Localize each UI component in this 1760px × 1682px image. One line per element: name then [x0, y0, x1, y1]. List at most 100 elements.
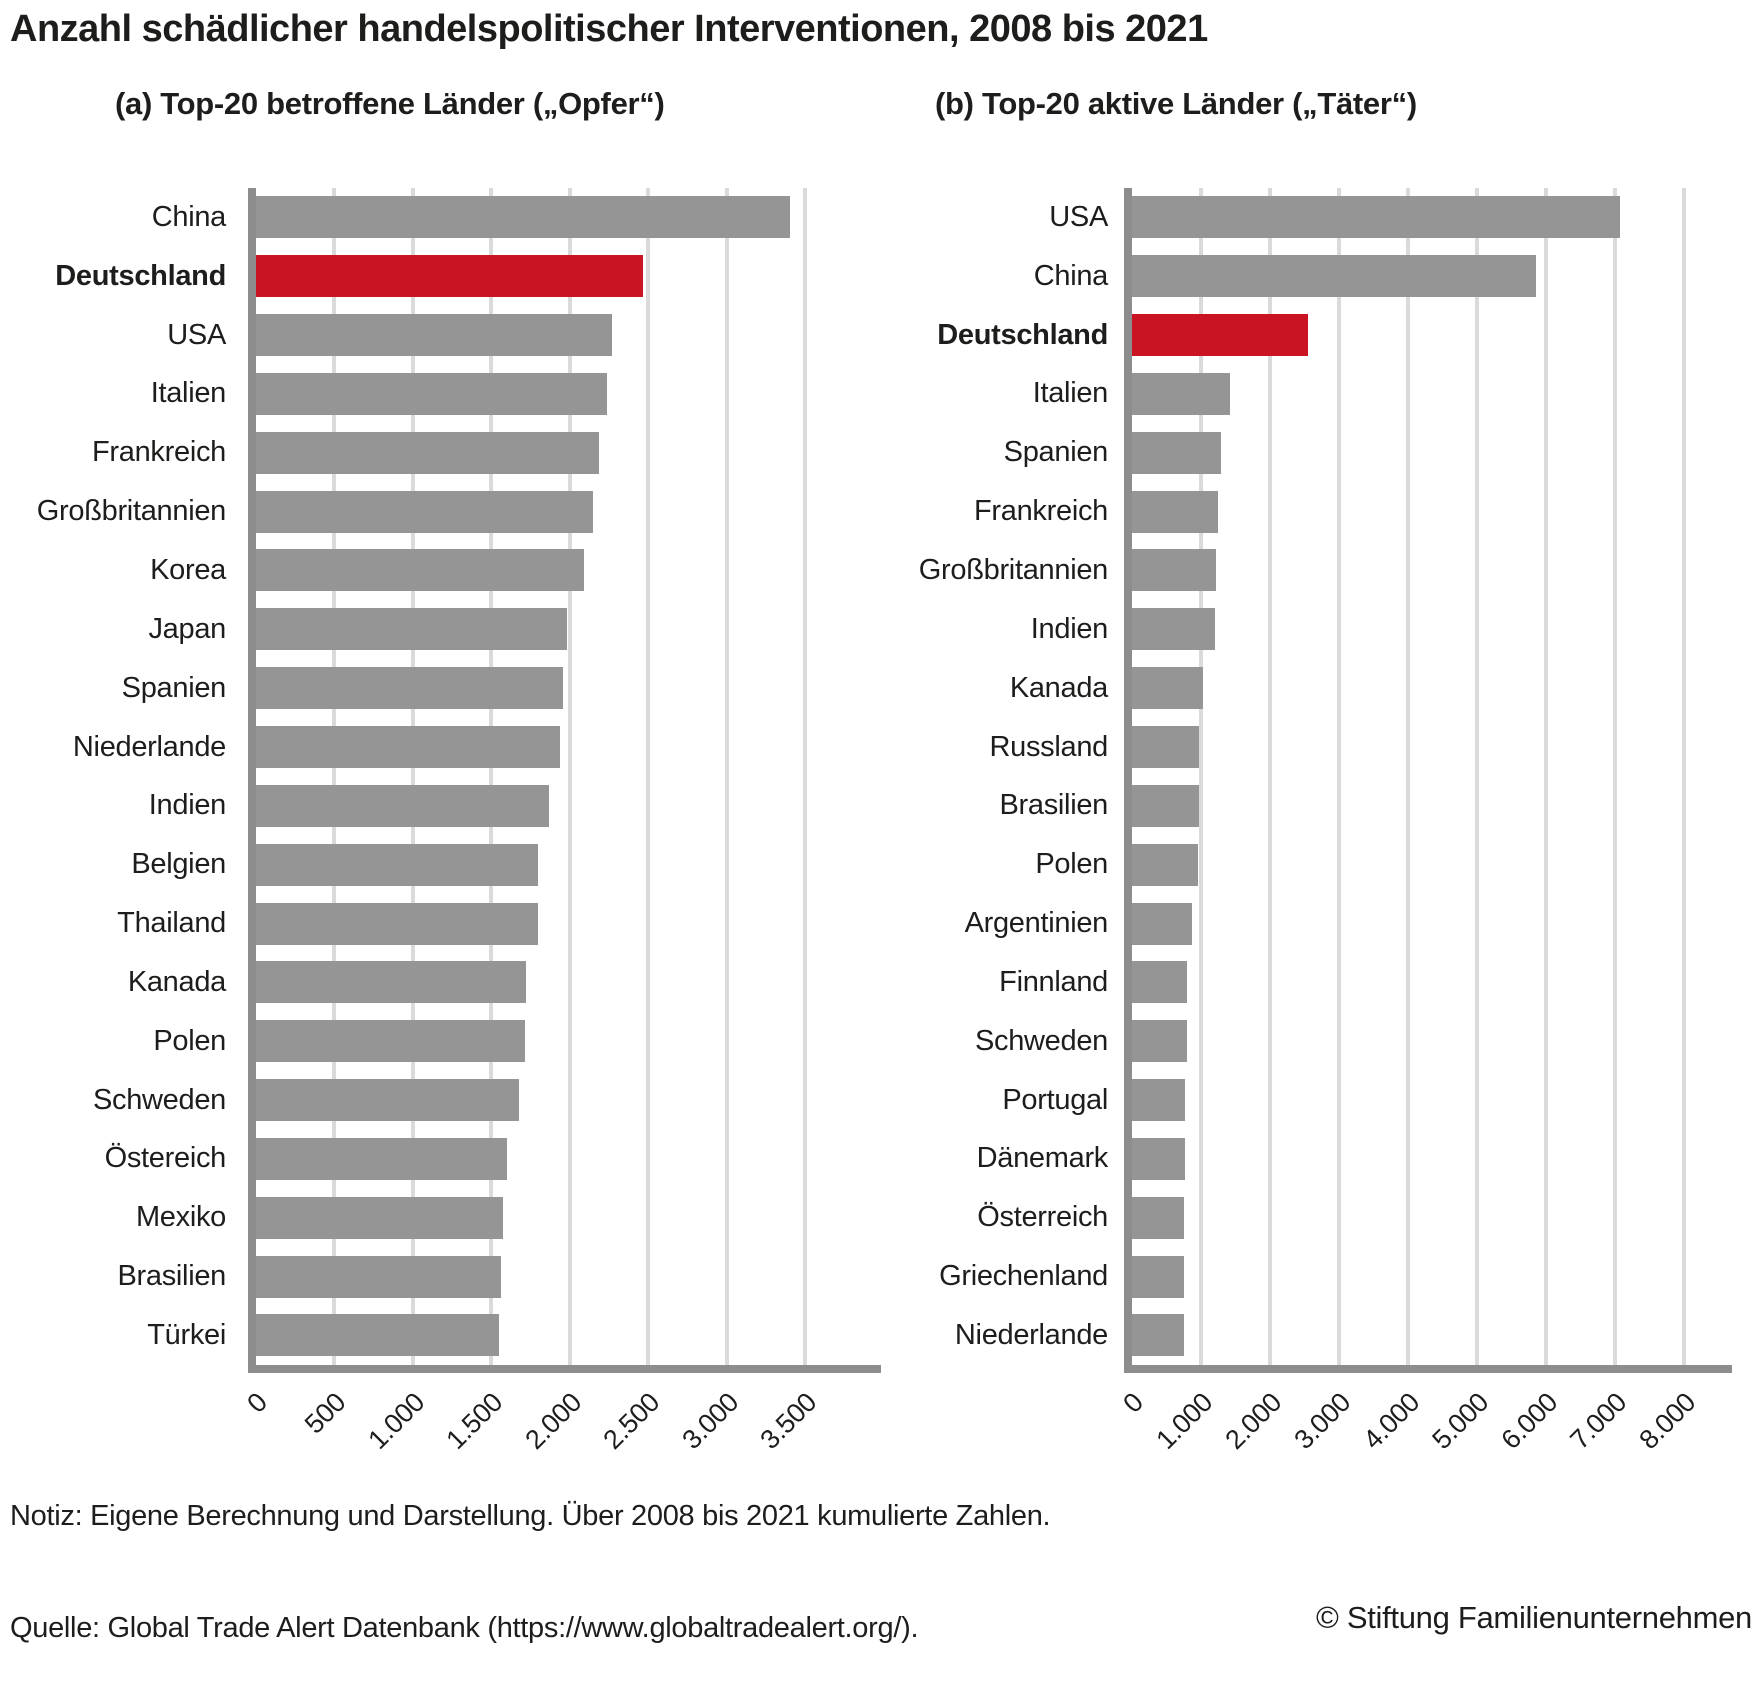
country-label: Großbritannien	[36, 495, 227, 528]
highlighted-bar	[1132, 314, 1308, 357]
gridline	[646, 188, 651, 1365]
bar-row	[1132, 1188, 1732, 1247]
x-axis-line	[1124, 1365, 1732, 1373]
bar	[1132, 490, 1218, 533]
bar	[1132, 1079, 1185, 1122]
country-label: China	[151, 200, 227, 233]
bar	[1132, 667, 1203, 710]
panel-b-title: (b) Top-20 aktive Länder („Täter“)	[935, 86, 1417, 121]
bar	[1132, 1255, 1185, 1298]
bar-row	[1132, 1130, 1732, 1189]
country-label: Niederlande	[954, 1318, 1108, 1351]
bar	[1132, 1314, 1184, 1357]
chart-panel-b: USA China Deutschland Italien Spanien Frankre…	[830, 188, 1732, 1455]
bar	[256, 608, 567, 651]
x-tick-label: 6.000	[1495, 1387, 1564, 1455]
bar	[1132, 196, 1620, 239]
country-label: Frankreich	[92, 436, 226, 469]
note-text: Notiz: Eigene Berechnung und Darstellung…	[10, 1500, 1051, 1532]
bar-row	[256, 1306, 881, 1365]
bar-rows	[1132, 188, 1732, 1365]
gridline	[1406, 188, 1410, 1365]
country-label: Kanada	[127, 965, 226, 998]
bar	[1132, 431, 1221, 474]
bar-row	[256, 835, 881, 894]
country-label: Türkei	[147, 1318, 226, 1351]
bar	[1132, 608, 1215, 651]
bar	[256, 431, 599, 474]
bar	[256, 1314, 500, 1357]
bar-row	[1132, 776, 1732, 835]
x-tick-labels: 0 1.000 2.000 3.000 4.000 5.000 6.000 7.000 8.00…	[1118, 1387, 1732, 1527]
country-label: Russland	[989, 730, 1109, 763]
country-label: Deutschland	[55, 259, 226, 292]
bar	[256, 1137, 507, 1180]
bar	[1132, 1137, 1185, 1180]
category-axis-labels: USA China Deutschland Italien Spanien Frankre…	[830, 188, 1109, 1365]
country-label: USA	[1049, 200, 1108, 233]
bar-row	[256, 1071, 881, 1130]
bar	[256, 843, 539, 886]
bar	[1132, 255, 1536, 298]
y-axis-line	[248, 188, 256, 1373]
bar-row	[1132, 835, 1732, 894]
bar	[256, 1255, 501, 1298]
country-label: Spanien	[1003, 436, 1109, 469]
bar-row	[1132, 247, 1732, 306]
country-label: Argentinien	[964, 907, 1109, 940]
bar-row	[1132, 718, 1732, 777]
country-label: Indien	[148, 789, 227, 822]
bar	[1132, 961, 1188, 1004]
bar-row	[1132, 1071, 1732, 1130]
country-label: Japan	[148, 612, 226, 645]
x-tick-label: 4.000	[1357, 1387, 1426, 1455]
plot-area: 0 500 1.000 1.500 2.000 2.500 3.000 3.500	[242, 188, 881, 1455]
bar	[1132, 549, 1216, 592]
country-label: Mexiko	[135, 1201, 226, 1234]
bar	[1132, 784, 1199, 827]
gridline	[410, 188, 415, 1365]
bar	[256, 314, 613, 357]
gridlines	[256, 188, 881, 1365]
country-label: Italien	[1032, 377, 1109, 410]
bar-row	[256, 894, 881, 953]
gridline	[1544, 188, 1548, 1365]
bar-row	[1132, 541, 1732, 600]
country-label: Finnland	[999, 965, 1108, 998]
bar-row	[256, 659, 881, 718]
country-label: Niederlande	[72, 730, 226, 763]
bar	[256, 549, 584, 592]
bar	[256, 1020, 525, 1063]
bar-row	[1132, 423, 1732, 482]
bar-row	[1132, 600, 1732, 659]
country-label: Schweden	[92, 1083, 226, 1116]
x-tick-label: 1.000	[1150, 1387, 1219, 1455]
x-tick-label: 1.000	[362, 1387, 431, 1455]
category-axis-labels: China Deutschland USA Italien Frankreich Groß…	[8, 188, 227, 1365]
x-tick-label: 2.000	[1219, 1387, 1288, 1455]
bar-row	[256, 1188, 881, 1247]
bar	[256, 1196, 504, 1239]
bar-row	[1132, 1306, 1732, 1365]
plot-area: 0 1.000 2.000 3.000 4.000 5.000 6.000 7.000 8.00…	[1118, 188, 1732, 1455]
x-tick-label: 8.000	[1633, 1387, 1702, 1455]
country-label: Brasilien	[117, 1260, 226, 1293]
x-tick-label: 2.000	[518, 1387, 587, 1455]
bar-row	[256, 953, 881, 1012]
bar-row	[1132, 1012, 1732, 1071]
bar	[256, 1079, 519, 1122]
bar-row	[256, 541, 881, 600]
bar-row	[256, 365, 881, 424]
country-label: Östereich	[104, 1142, 227, 1175]
bar-row	[256, 718, 881, 777]
bar	[256, 196, 791, 239]
gridline	[489, 188, 494, 1365]
gridline	[803, 188, 807, 1365]
bar-row	[256, 306, 881, 365]
country-label: Belgien	[131, 848, 226, 881]
bar-row	[1132, 953, 1732, 1012]
bar-row	[256, 1130, 881, 1189]
bar-row	[256, 1012, 881, 1071]
highlighted-bar	[256, 255, 643, 298]
copyright-text: © Stiftung Familienunternehmen	[1315, 1600, 1752, 1635]
